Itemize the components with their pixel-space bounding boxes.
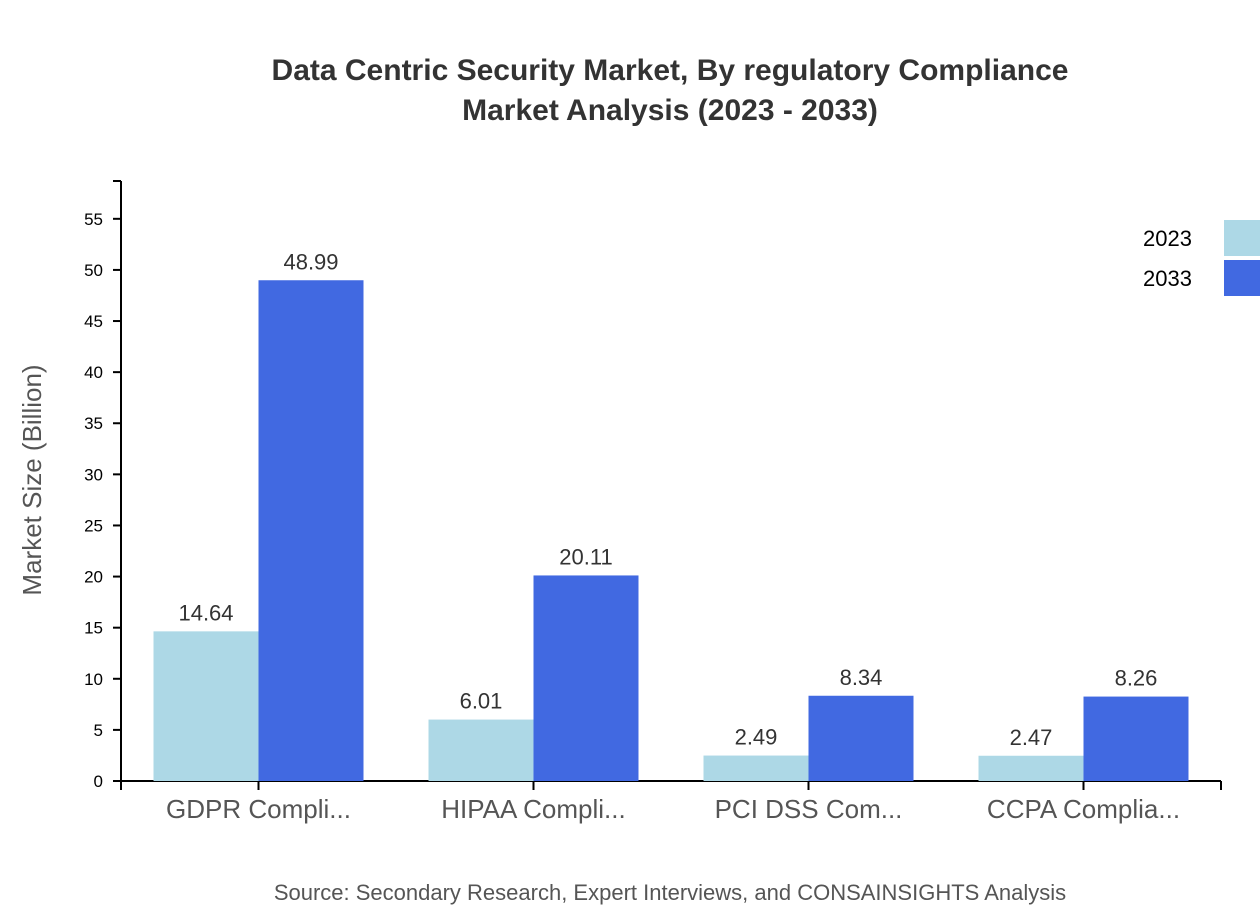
bar-2033 — [808, 695, 914, 781]
y-tick-label: 50 — [84, 261, 103, 280]
plot-area: 0 5 10 15 20 25 30 35 40 45 50 55 GDPR Compli... 14.6… — [84, 180, 1222, 824]
bar-2033 — [258, 280, 364, 781]
y-tick-label: 0 — [94, 772, 103, 791]
data-label: 2.49 — [735, 725, 778, 750]
x-tick-label: GDPR Compli... — [166, 794, 351, 824]
data-label: 20.11 — [559, 544, 612, 569]
bar-2023 — [703, 755, 809, 781]
x-tick-label: CCPA Complia... — [987, 794, 1180, 824]
data-label: 6.01 — [460, 689, 503, 714]
legend-label: 2023 — [1143, 226, 1192, 251]
data-label: 2.47 — [1010, 725, 1053, 750]
y-tick-label: 30 — [84, 465, 103, 484]
y-tick-label: 20 — [84, 568, 103, 587]
bar-2023 — [153, 631, 259, 781]
chart-title-line-1: Data Centric Security Market, By regulat… — [272, 54, 1069, 87]
data-label: 14.64 — [178, 600, 233, 625]
bar-2023 — [978, 755, 1084, 781]
legend-swatch-2023 — [1224, 220, 1260, 256]
chart-title-line-2: Market Analysis (2023 - 2033) — [462, 94, 878, 127]
x-tick-label: PCI DSS Com... — [715, 794, 903, 824]
source-note: Source: Secondary Research, Expert Inter… — [274, 880, 1066, 905]
bar-2023 — [428, 719, 534, 781]
y-tick-label: 10 — [84, 670, 103, 689]
y-tick-label: 25 — [84, 516, 103, 535]
y-tick-label: 45 — [84, 312, 103, 331]
x-tick-label: HIPAA Compli... — [441, 794, 625, 824]
y-tick-label: 35 — [84, 414, 103, 433]
data-label: 48.99 — [283, 249, 338, 274]
legend-label: 2033 — [1143, 266, 1192, 291]
y-tick-label: 40 — [84, 363, 103, 382]
legend-swatch-2033 — [1224, 260, 1260, 296]
y-axis-label: Market Size (Billion) — [17, 364, 47, 595]
y-tick-label: 15 — [84, 619, 103, 638]
bar-2033 — [1083, 696, 1189, 781]
legend: 2023 2033 — [1143, 220, 1260, 296]
data-label: 8.34 — [840, 665, 883, 690]
data-label: 8.26 — [1115, 666, 1158, 691]
y-tick-label: 55 — [84, 210, 103, 229]
bar-2033 — [533, 575, 639, 781]
y-tick-label: 5 — [94, 721, 103, 740]
